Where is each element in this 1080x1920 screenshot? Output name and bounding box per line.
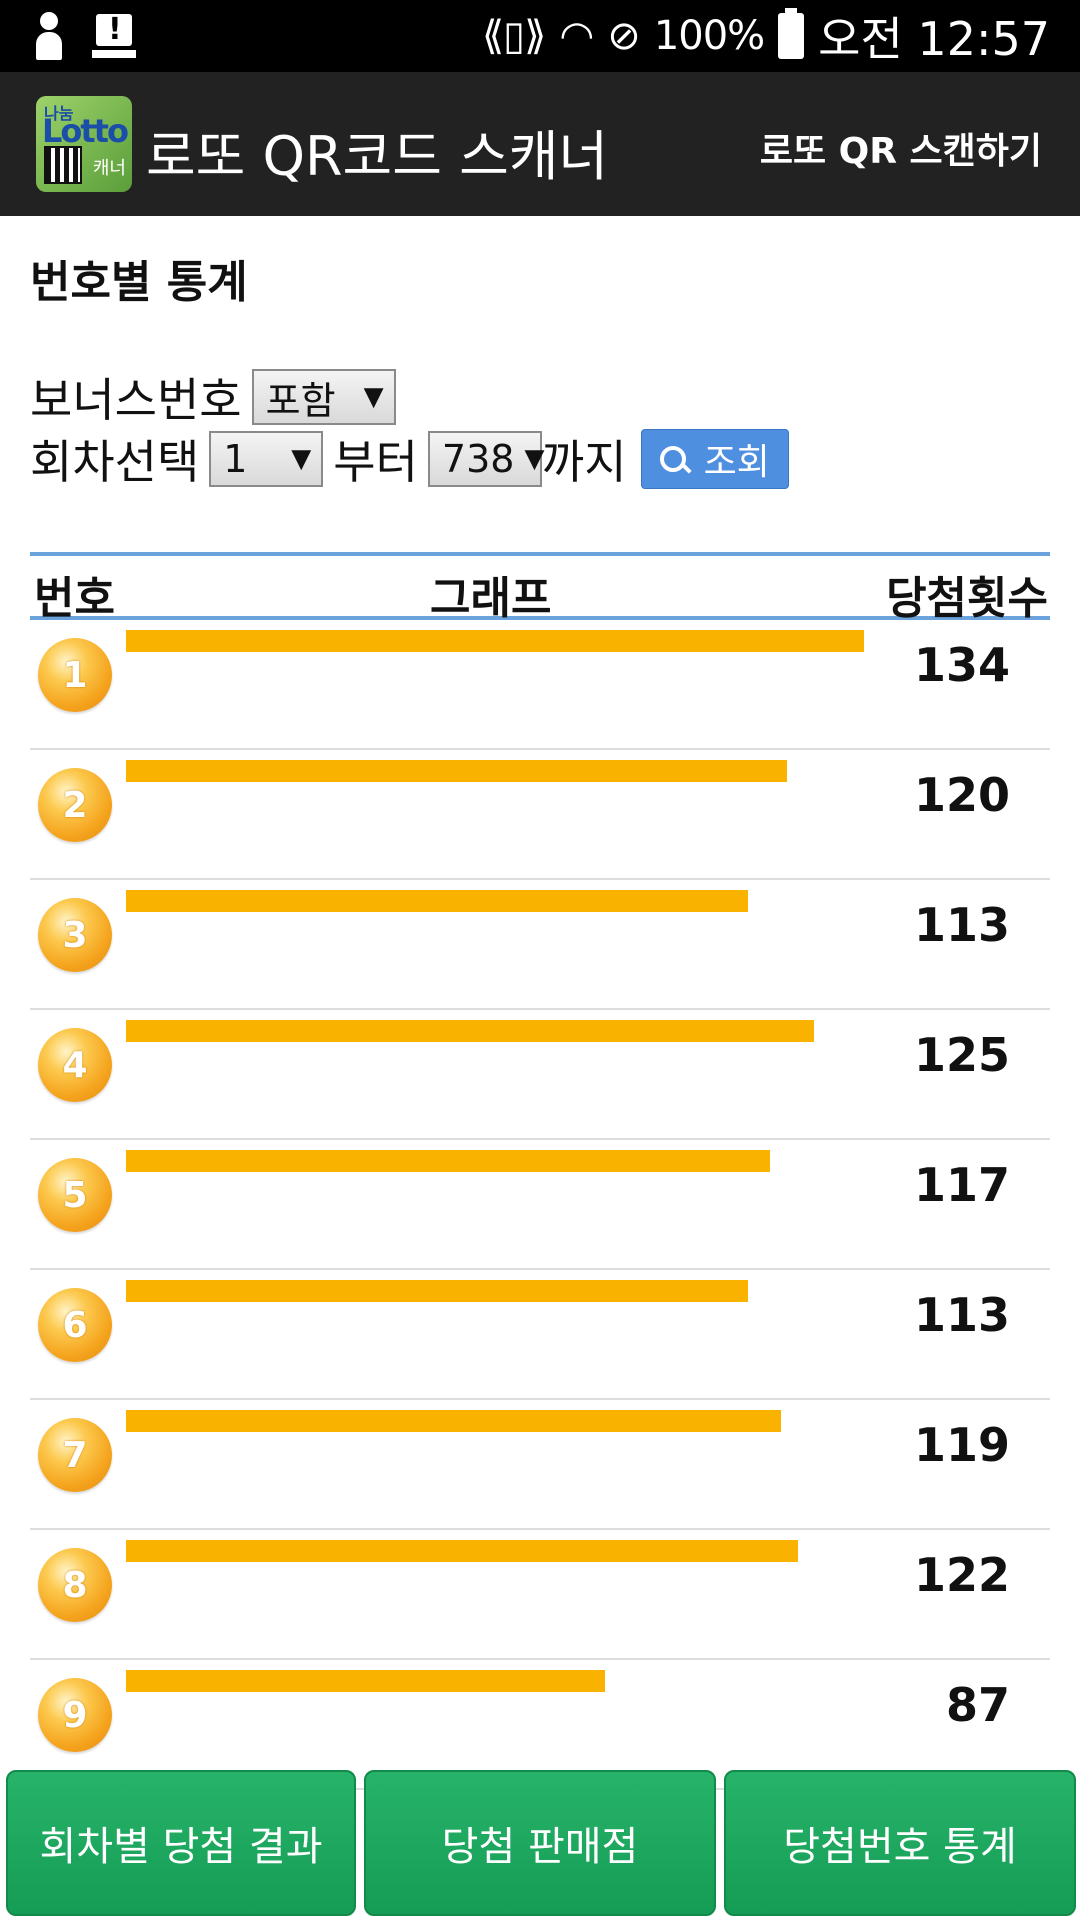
status-time: 오전 12:57 <box>818 12 1050 66</box>
app-title: 로또 QR코드 스캐너 <box>146 125 609 188</box>
number-ball: 6 <box>38 1288 112 1362</box>
table-row: 7 119 <box>30 1400 1050 1530</box>
number-stats-button[interactable]: 당첨번호 통계 <box>724 1770 1076 1916</box>
logo-main-text: Lotto <box>42 112 129 150</box>
table-header: 번호 그래프 당첨횟수 <box>30 552 1050 624</box>
from-label: 부터 <box>333 435 418 489</box>
win-count: 113 <box>913 898 1010 952</box>
number-ball: 1 <box>38 638 112 712</box>
win-count: 113 <box>913 1288 1010 1342</box>
frequency-bar <box>126 760 787 782</box>
round-filter-row: 회차선택 1 ▼ 부터 738 ▼ 까지 조회 <box>30 426 789 492</box>
bonus-filter-row: 보너스번호 포함 ▼ <box>30 364 406 430</box>
person-icon <box>32 12 66 60</box>
number-ball: 5 <box>38 1158 112 1232</box>
qr-code-icon <box>44 146 82 184</box>
do-not-disturb-icon: ⊘ <box>607 13 641 59</box>
table-row: 9 87 <box>30 1660 1050 1790</box>
round-label: 회차선택 <box>30 435 200 489</box>
bottom-nav: 회차별 당첨 결과 당첨 판매점 당첨번호 통계 <box>0 1770 1080 1920</box>
win-count: 117 <box>913 1158 1010 1212</box>
stats-table: 번호 그래프 당첨횟수 1 134 2 120 3 113 4 125 5 117 6 113 7 119… <box>30 552 1050 1790</box>
win-count: 87 <box>945 1678 1010 1732</box>
table-row: 6 113 <box>30 1270 1050 1400</box>
app-logo: 나눔 Lotto 캐너 <box>36 96 132 192</box>
qr-scan-button[interactable]: 로또 QR 스캔하기 <box>759 131 1042 172</box>
search-button[interactable]: 조회 <box>640 429 789 489</box>
battery-text: 100% <box>653 13 765 59</box>
win-count: 120 <box>913 768 1010 822</box>
header-count: 당첨횟수 <box>886 573 1048 624</box>
bonus-select[interactable]: 포함 ▼ <box>251 369 396 425</box>
number-ball: 2 <box>38 768 112 842</box>
win-count: 134 <box>913 638 1010 692</box>
number-ball: 8 <box>38 1548 112 1622</box>
win-count: 125 <box>913 1028 1010 1082</box>
from-round-value: 1 <box>223 437 248 481</box>
action-bar: 나눔 Lotto 캐너 로또 QR코드 스캐너 로또 QR 스캔하기 <box>0 72 1080 216</box>
to-round-value: 738 <box>441 437 515 481</box>
frequency-bar <box>126 1410 781 1432</box>
frequency-bar <box>126 1280 748 1302</box>
search-icon <box>659 446 686 472</box>
win-count: 119 <box>913 1418 1010 1472</box>
vibrate-icon: ⟪▯⟫ <box>481 13 547 59</box>
header-graph: 그래프 <box>430 573 552 624</box>
dropdown-arrow-icon: ▼ <box>291 444 312 474</box>
to-label: 까지 <box>541 435 627 489</box>
to-round-select[interactable]: 738 ▼ <box>427 431 545 487</box>
table-body: 1 134 2 120 3 113 4 125 5 117 6 113 7 119 8 122 9 87 <box>30 620 1050 1790</box>
frequency-bar <box>126 630 864 652</box>
round-results-button[interactable]: 회차별 당첨 결과 <box>6 1770 356 1916</box>
frequency-bar <box>126 1540 798 1562</box>
wifi-icon: ◠ <box>559 13 594 59</box>
alert-icon <box>92 12 136 58</box>
battery-icon <box>778 8 805 59</box>
header-number: 번호 <box>34 573 115 624</box>
dropdown-arrow-icon: ▼ <box>363 382 384 412</box>
from-round-select[interactable]: 1 ▼ <box>209 431 324 487</box>
number-ball: 9 <box>38 1678 112 1752</box>
bonus-select-value: 포함 <box>265 378 336 423</box>
logo-top-text: 나눔 <box>44 104 74 123</box>
winning-stores-button[interactable]: 당첨 판매점 <box>364 1770 716 1916</box>
number-ball: 4 <box>38 1028 112 1102</box>
win-count: 122 <box>913 1548 1010 1602</box>
frequency-bar <box>126 890 748 912</box>
dropdown-arrow-icon: ▼ <box>524 444 545 474</box>
table-row: 3 113 <box>30 880 1050 1010</box>
table-row: 1 134 <box>30 620 1050 750</box>
status-bar: ⟪▯⟫ ◠ ⊘ 100% 오전 12:57 <box>0 0 1080 72</box>
table-row: 4 125 <box>30 1010 1050 1140</box>
number-ball: 3 <box>38 898 112 972</box>
frequency-bar <box>126 1150 770 1172</box>
table-row: 5 117 <box>30 1140 1050 1270</box>
logo-sub-text: 캐너 <box>92 158 126 179</box>
search-button-label: 조회 <box>703 442 770 483</box>
table-row: 8 122 <box>30 1530 1050 1660</box>
section-title: 번호별 통계 <box>30 257 248 308</box>
bonus-label: 보너스번호 <box>30 373 242 427</box>
frequency-bar <box>126 1020 814 1042</box>
frequency-bar <box>126 1670 605 1692</box>
number-ball: 7 <box>38 1418 112 1492</box>
table-row: 2 120 <box>30 750 1050 880</box>
